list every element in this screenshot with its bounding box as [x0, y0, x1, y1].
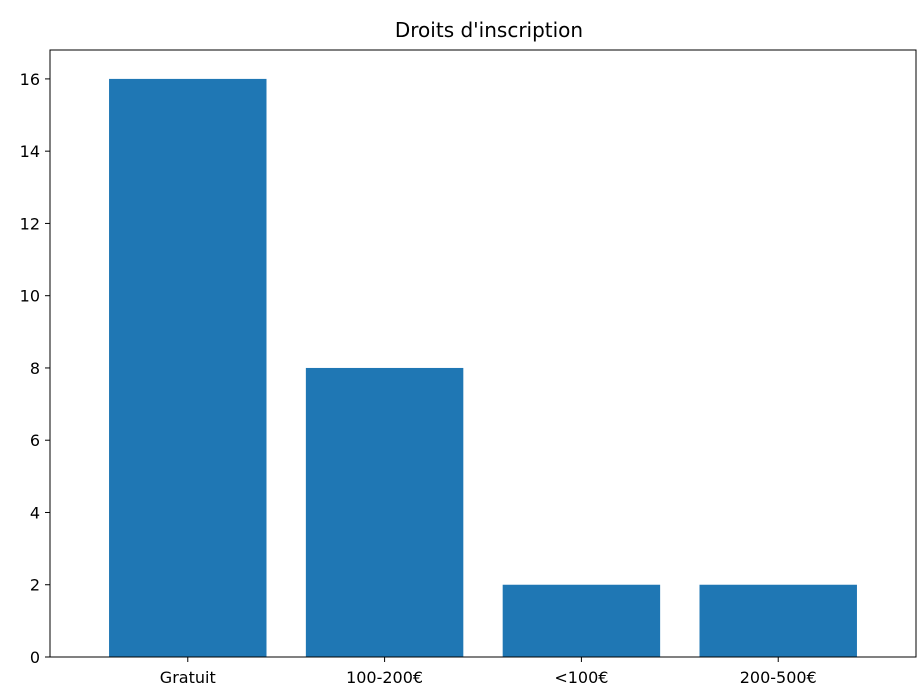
- y-tick-label-1: 2: [30, 576, 40, 595]
- bar-0: [109, 78, 267, 657]
- y-tick-label-2: 4: [30, 503, 40, 522]
- y-tick-label-8: 16: [20, 70, 40, 89]
- chart-title: Droits d'inscription: [395, 18, 583, 42]
- x-tick-label-0: Gratuit: [160, 668, 216, 687]
- x-tick-label-2: <100€: [554, 668, 608, 687]
- bar-2: [502, 584, 661, 657]
- y-tick-label-0: 0: [30, 648, 40, 667]
- y-tick-label-7: 14: [20, 142, 40, 161]
- y-tick-label-6: 12: [20, 214, 40, 233]
- y-tick-label-3: 6: [30, 431, 40, 450]
- bar-1: [305, 367, 464, 657]
- y-tick-label-5: 10: [20, 287, 40, 306]
- x-tick-label-3: 200-500€: [740, 668, 817, 687]
- bar-3: [699, 584, 857, 657]
- y-tick-label-4: 8: [30, 359, 40, 378]
- axes-frame: [49, 49, 917, 658]
- x-tick-label-1: 100-200€: [346, 668, 423, 687]
- plot-area: 0 2 4 6 8 10 12 14 16 Gratuit 100-200€ <100€ 200-500…: [20, 49, 917, 687]
